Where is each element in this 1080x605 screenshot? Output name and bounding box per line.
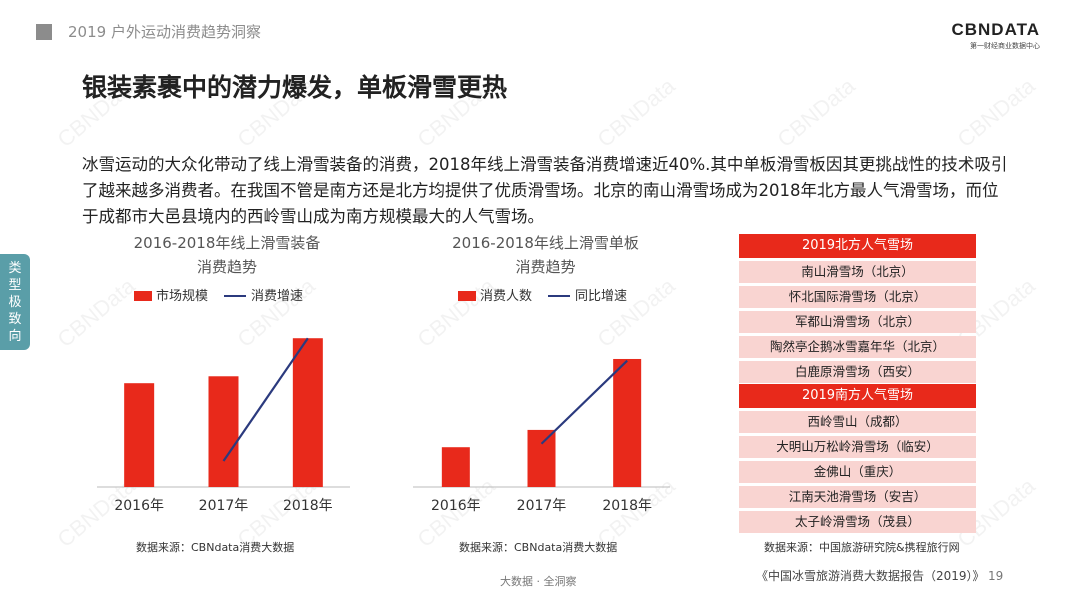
x-tick-label: 2017年 (199, 498, 249, 514)
side-tab-char: 类 (8, 261, 22, 276)
footer-slogan: 大数据 · 全洞察 (500, 575, 577, 588)
legend-bar-swatch (134, 291, 152, 301)
watermark: CBNData (772, 73, 860, 153)
table-row: 太子岭滑雪场（茂县） (739, 511, 976, 533)
table-row: 金佛山（重庆） (739, 461, 976, 483)
table-row: 江南天池滑雪场（安吉） (739, 486, 976, 508)
x-tick-label: 2016年 (114, 498, 164, 514)
chart-title: 消费趋势 (197, 258, 257, 276)
header-square-icon (36, 24, 52, 40)
side-tab-char: 向 (8, 329, 22, 344)
logo-main-text: CBNDATA (951, 20, 1040, 39)
chart1-source: 数据来源：CBNdata消费大数据 (136, 541, 295, 554)
page-number: 19 (988, 569, 1004, 583)
south-resorts-table: 2019南方人气雪场 西岭雪山（成都） 大明山万松岭滑雪场（临安） 金佛山（重庆… (739, 384, 976, 536)
north-table-header: 2019北方人气雪场 (739, 234, 976, 258)
table-row: 南山滑雪场（北京） (739, 261, 976, 283)
x-tick-label: 2018年 (283, 498, 333, 514)
logo-sub-text: 第一财经商业数据中心 (970, 42, 1040, 50)
x-tick-label: 2018年 (602, 498, 652, 514)
side-tab-char: 型 (8, 278, 22, 293)
chart-title: 2016-2018年线上滑雪装备 (134, 234, 321, 252)
legend-bar-swatch (458, 291, 476, 301)
side-tab[interactable]: 类 型 极 致 向 (0, 254, 30, 350)
bar (613, 358, 642, 487)
legend-label: 市场规模 (156, 288, 208, 304)
watermark: CBNData (592, 73, 680, 153)
chart-title: 2016-2018年线上滑雪单板 (452, 234, 639, 252)
table-row: 陶然亭企鹅冰雪嘉年华（北京） (739, 336, 976, 358)
intro-paragraph: 冰雪运动的大众化带动了线上滑雪装备的消费，2018年线上滑雪装备消费增速近40%… (82, 155, 1008, 226)
legend-label: 消费增速 (251, 289, 303, 304)
table-source: 数据来源：中国旅游研究院&携程旅行网 (764, 541, 960, 554)
footer-report-name: 《中国冰雪旅游消费大数据报告（2019）》 (756, 569, 985, 583)
watermark: CBNData (952, 73, 1040, 153)
chart2-source: 数据来源：CBNdata消费大数据 (459, 541, 618, 554)
bar (292, 338, 323, 487)
legend-label: 消费人数 (480, 289, 532, 304)
cbndata-logo: CBNDATA 第一财经商业数据中心 (951, 20, 1040, 51)
x-tick-label: 2017年 (517, 498, 567, 514)
side-tab-char: 极 (8, 295, 22, 310)
chart-title: 消费趋势 (515, 258, 575, 276)
table-row: 大明山万松岭滑雪场（临安） (739, 436, 976, 458)
page-title: 银装素裹中的潜力爆发，单板滑雪更热 (82, 73, 508, 102)
table-row: 军都山滑雪场（北京） (739, 311, 976, 333)
growth-line (540, 359, 628, 445)
south-table-header: 2019南方人气雪场 (739, 384, 976, 408)
bar (441, 447, 470, 487)
x-tick-label: 2016年 (431, 498, 481, 514)
bar (124, 383, 155, 487)
north-resorts-table: 2019北方人气雪场 南山滑雪场（北京） 怀北国际滑雪场（北京） 军都山滑雪场（… (739, 234, 976, 386)
growth-line (222, 337, 309, 462)
legend-label: 同比增速 (575, 289, 627, 304)
table-row: 西岭雪山（成都） (739, 411, 976, 433)
report-header: 2019 户外运动消费趋势洞察 (68, 23, 261, 41)
bar (208, 376, 239, 487)
bar (527, 429, 556, 487)
side-tab-char: 致 (8, 312, 22, 327)
table-row: 怀北国际滑雪场（北京） (739, 286, 976, 308)
table-row: 白鹿原滑雪场（西安） (739, 361, 976, 383)
